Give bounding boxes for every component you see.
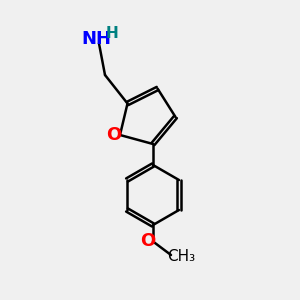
Text: O: O [140, 232, 155, 250]
Text: CH₃: CH₃ [167, 249, 196, 264]
Text: O: O [106, 126, 121, 144]
Text: NH: NH [81, 30, 111, 48]
Text: H: H [105, 26, 118, 40]
